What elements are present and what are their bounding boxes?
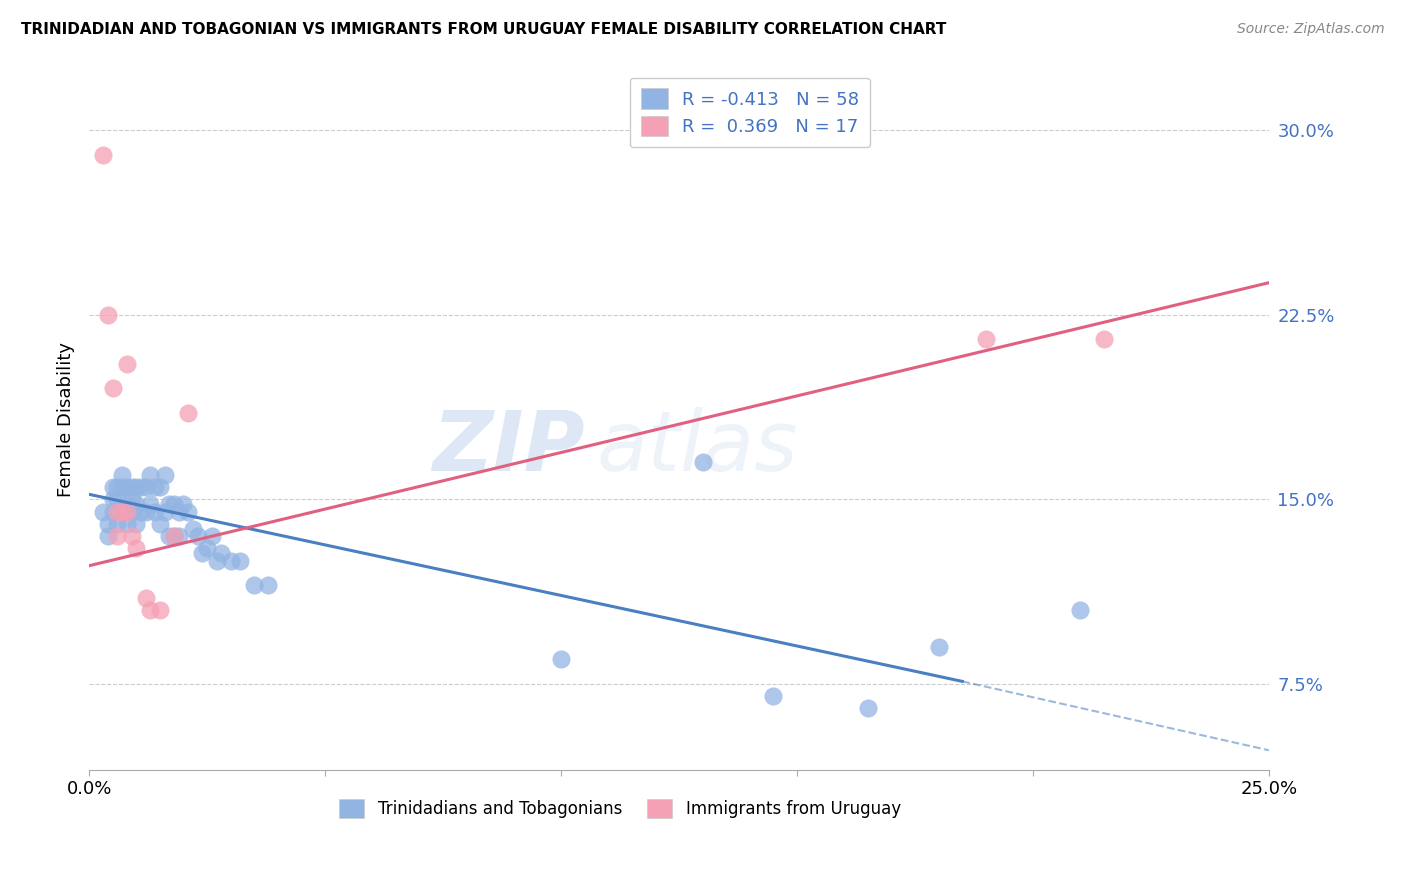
- Point: [115, 480, 138, 494]
- Point: [105, 529, 128, 543]
- Point: [143, 504, 166, 518]
- Point: [139, 603, 162, 617]
- Point: [157, 529, 180, 543]
- Point: [121, 492, 143, 507]
- Point: [125, 541, 148, 556]
- Point: [856, 701, 879, 715]
- Point: [91, 504, 114, 518]
- Point: [153, 504, 176, 518]
- Point: [105, 492, 128, 507]
- Point: [1092, 332, 1115, 346]
- Point: [167, 504, 190, 518]
- Text: Source: ZipAtlas.com: Source: ZipAtlas.com: [1237, 22, 1385, 37]
- Point: [129, 480, 152, 494]
- Point: [101, 504, 124, 518]
- Text: TRINIDADIAN AND TOBAGONIAN VS IMMIGRANTS FROM URUGUAY FEMALE DISABILITY CORRELAT: TRINIDADIAN AND TOBAGONIAN VS IMMIGRANTS…: [21, 22, 946, 37]
- Point: [115, 516, 138, 531]
- Point: [219, 554, 242, 568]
- Point: [177, 406, 200, 420]
- Point: [163, 497, 186, 511]
- Point: [111, 504, 134, 518]
- Point: [121, 504, 143, 518]
- Point: [149, 516, 172, 531]
- Point: [135, 591, 157, 605]
- Point: [139, 467, 162, 482]
- Point: [121, 529, 143, 543]
- Point: [191, 546, 214, 560]
- Text: atlas: atlas: [596, 407, 799, 488]
- Point: [187, 529, 209, 543]
- Point: [229, 554, 252, 568]
- Point: [149, 603, 172, 617]
- Point: [135, 480, 157, 494]
- Point: [177, 504, 200, 518]
- Point: [97, 516, 120, 531]
- Point: [115, 497, 138, 511]
- Point: [111, 480, 134, 494]
- Point: [167, 529, 190, 543]
- Y-axis label: Female Disability: Female Disability: [58, 342, 75, 497]
- Point: [257, 578, 280, 592]
- Point: [149, 480, 172, 494]
- Point: [205, 554, 228, 568]
- Point: [125, 497, 148, 511]
- Legend: Trinidadians and Tobagonians, Immigrants from Uruguay: Trinidadians and Tobagonians, Immigrants…: [333, 792, 907, 825]
- Point: [135, 504, 157, 518]
- Point: [153, 467, 176, 482]
- Point: [101, 492, 124, 507]
- Point: [111, 467, 134, 482]
- Point: [195, 541, 218, 556]
- Point: [209, 546, 232, 560]
- Point: [928, 640, 950, 654]
- Point: [105, 480, 128, 494]
- Point: [163, 529, 186, 543]
- Point: [157, 497, 180, 511]
- Point: [125, 516, 148, 531]
- Point: [91, 147, 114, 161]
- Point: [550, 652, 572, 666]
- Point: [163, 529, 186, 543]
- Point: [97, 308, 120, 322]
- Point: [101, 382, 124, 396]
- Point: [974, 332, 997, 346]
- Point: [692, 455, 714, 469]
- Point: [1069, 603, 1091, 617]
- Point: [201, 529, 224, 543]
- Point: [97, 529, 120, 543]
- Point: [762, 689, 785, 703]
- Point: [172, 497, 194, 511]
- Point: [143, 480, 166, 494]
- Point: [139, 497, 162, 511]
- Point: [101, 480, 124, 494]
- Point: [121, 480, 143, 494]
- Point: [129, 504, 152, 518]
- Point: [115, 357, 138, 371]
- Point: [181, 522, 204, 536]
- Text: ZIP: ZIP: [432, 407, 585, 488]
- Point: [243, 578, 266, 592]
- Point: [105, 516, 128, 531]
- Point: [115, 504, 138, 518]
- Point: [105, 504, 128, 518]
- Point: [125, 480, 148, 494]
- Point: [111, 504, 134, 518]
